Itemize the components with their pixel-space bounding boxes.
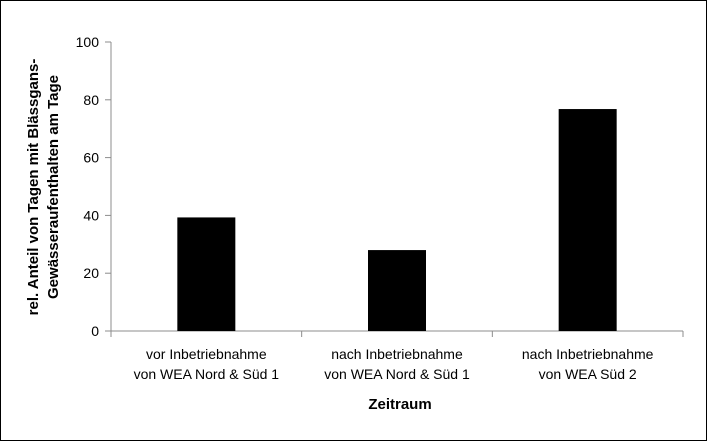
y-tick-label: 0 bbox=[91, 323, 99, 339]
y-tick-label: 20 bbox=[83, 265, 99, 281]
bar bbox=[558, 109, 617, 331]
bar bbox=[177, 217, 236, 331]
y-tick-label: 40 bbox=[83, 207, 99, 223]
bar bbox=[368, 250, 426, 331]
y-tick-label: 60 bbox=[83, 150, 99, 166]
x-category-label: nach Inbetriebnahme von WEA Süd 2 bbox=[522, 346, 654, 382]
x-axis-title: Zeitraum bbox=[368, 396, 431, 413]
y-tick-label: 80 bbox=[83, 92, 99, 108]
x-category-label: nach Inbetriebnahme von WEA Nord & Süd 1 bbox=[324, 346, 470, 382]
x-category-label: vor Inbetriebnahme von WEA Nord & Süd 1 bbox=[134, 346, 280, 382]
y-tick-label: 100 bbox=[76, 34, 100, 50]
y-axis-title: rel. Anteil von Tagen mit Blässgans- Gewä… bbox=[25, 59, 62, 316]
